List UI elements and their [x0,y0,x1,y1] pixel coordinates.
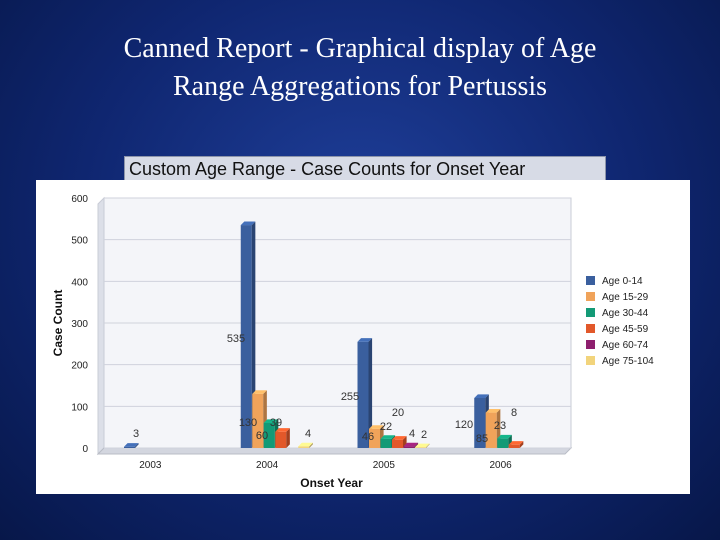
bar-top [124,443,139,447]
bar [369,428,380,448]
y-tick-label: 600 [71,194,88,205]
data-label: 22 [380,421,392,433]
bar-side [426,443,430,448]
y-tick-label: 300 [71,319,88,330]
data-label: 120 [455,419,473,431]
bar-top [474,394,489,398]
bar-top [392,436,407,440]
bar [240,225,252,448]
bar [380,438,392,448]
bar-chart: 0 100 200 300 400 500 600 Case Count Onset Year 2… [51,194,654,490]
slide-title-line-2: Range Aggregations for Pertussis [172,71,548,102]
bar [298,446,310,448]
bar-top [263,419,279,423]
x-tick-label: 2003 [139,460,162,471]
y-axis-title: Case Count [51,290,65,357]
legend-label: Age 30-44 [602,308,649,319]
bar-side [368,338,373,448]
bar-top [240,221,256,226]
bar [403,446,415,448]
data-label: 130 [239,417,257,429]
bar-top [369,425,384,429]
legend-swatch [586,324,595,333]
plot-side-wall [97,196,105,456]
legend-swatch [586,340,595,349]
legend-label: Age 60-74 [602,340,649,351]
legend-label: Age 15-29 [602,292,649,303]
legend-swatch [586,308,595,317]
bar [392,439,403,448]
data-label: 60 [256,430,268,442]
slide-title-line-1: Canned Report - Graphical display of Age [123,33,597,64]
bar-top [252,390,267,394]
data-label: 4 [409,428,415,440]
bar [275,431,287,448]
chart-title-banner: Custom Age Range - Case Counts for Onset… [124,156,606,182]
x-axis-title: Onset Year [300,476,363,490]
bar [497,438,509,448]
chart-panel: 0 100 200 300 400 500 600 Case Count Onset Year 2… [36,180,690,494]
bar-top [298,442,313,447]
bar-top [380,435,396,439]
data-label: 2 [421,429,427,441]
bar-side [519,441,524,448]
data-label: 39 [270,417,282,429]
y-tick-label: 500 [71,236,88,247]
y-tick-label: 100 [71,402,88,413]
data-label: 85 [476,433,488,445]
x-tick-label: 2005 [373,460,396,471]
bar-top [508,441,524,445]
y-tick-label: 400 [71,277,88,288]
bar [252,393,264,448]
legend-swatch [586,292,595,301]
bar-top [357,338,373,342]
bar-side [135,443,139,448]
data-label: 23 [494,420,506,432]
data-label: 535 [227,333,245,345]
y-tick-label: 200 [71,361,88,372]
bar [508,444,520,448]
data-label: 46 [362,431,374,443]
bar-top [485,408,501,413]
x-tick-label: 2006 [490,460,513,471]
bar-side [251,221,256,448]
bar [485,412,497,448]
plot-floor [96,447,573,455]
bar [474,398,486,448]
bar-top [497,434,512,439]
bar [415,447,426,448]
data-label: 8 [511,407,517,419]
data-label: 3 [133,428,139,440]
bar-top [415,443,430,448]
y-tick-label: 0 [82,444,88,455]
x-tick-label: 2004 [256,460,279,471]
legend-label: Age 45-59 [602,324,649,335]
data-label: 20 [392,407,404,419]
data-label: 255 [341,391,359,403]
bar [124,446,135,448]
legend-label: Age 75-104 [602,356,654,367]
bar [357,341,369,448]
slide-title: Canned Report - Graphical display of Age… [0,30,720,106]
chart-title: Custom Age Range - Case Counts for Onset… [129,159,526,179]
bar-side [414,442,419,448]
bar-side [286,428,290,448]
bar [263,423,275,448]
legend-swatch [586,356,595,365]
legend-label: Age 0-14 [602,276,643,287]
bar-side [309,442,313,448]
legend-swatch [586,276,595,285]
bar-top [403,442,419,447]
data-label: 4 [305,428,311,440]
bar-top [275,428,290,432]
